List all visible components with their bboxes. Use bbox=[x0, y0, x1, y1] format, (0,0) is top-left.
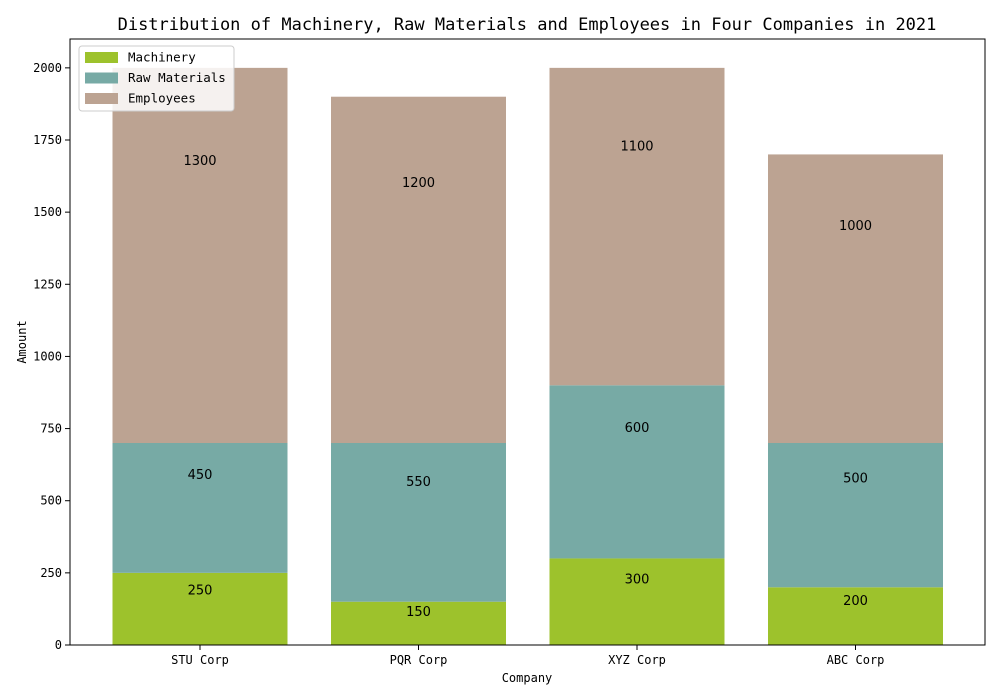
data-label-employees: 1100 bbox=[620, 140, 653, 155]
legend-swatch-employees bbox=[85, 93, 118, 104]
x-tick-label: PQR Corp bbox=[390, 653, 448, 667]
bar-employees bbox=[768, 154, 943, 443]
y-tick-label: 1500 bbox=[33, 205, 62, 219]
data-label-machinery: 200 bbox=[843, 594, 868, 609]
data-label-raw-materials: 550 bbox=[406, 475, 431, 490]
bar-machinery bbox=[112, 572, 288, 645]
y-axis: 0 250 500 750 1000 1250 1500 1750 2000 bbox=[33, 61, 70, 652]
data-labels-layer: 250 450 1300 150 550 1200 300 600 1100 200 500 1000 bbox=[183, 140, 872, 620]
data-label-employees: 1300 bbox=[183, 154, 216, 169]
data-label-raw-materials: 500 bbox=[843, 472, 868, 487]
y-tick-label: 250 bbox=[40, 566, 62, 580]
x-axis: STU Corp PQR Corp XYZ Corp ABC Corp bbox=[171, 645, 884, 667]
data-label-machinery: 150 bbox=[406, 605, 431, 620]
legend-label-machinery: Machinery bbox=[128, 50, 196, 65]
y-tick-label: 1250 bbox=[33, 277, 62, 291]
x-tick-label: XYZ Corp bbox=[608, 653, 666, 667]
bar-employees bbox=[112, 67, 288, 443]
legend-label-raw-materials: Raw Materials bbox=[128, 70, 226, 85]
bar-machinery bbox=[331, 601, 506, 645]
data-label-machinery: 250 bbox=[188, 583, 213, 598]
x-axis-title: Company bbox=[502, 671, 553, 685]
y-axis-title: Amount bbox=[15, 320, 29, 363]
y-tick-label: 750 bbox=[40, 422, 62, 436]
y-tick-label: 1000 bbox=[33, 349, 62, 363]
legend-swatch-raw-materials bbox=[85, 72, 118, 84]
y-tick-label: 0 bbox=[55, 638, 62, 652]
y-tick-label: 2000 bbox=[33, 61, 62, 75]
y-tick-label: 500 bbox=[40, 494, 62, 508]
y-tick-label: 1750 bbox=[33, 133, 62, 147]
bar-machinery bbox=[549, 558, 725, 645]
legend-label-employees: Employees bbox=[128, 91, 196, 106]
bars-layer bbox=[112, 67, 943, 645]
bar-employees bbox=[331, 96, 506, 443]
chart-title: Distribution of Machinery, Raw Materials… bbox=[118, 15, 937, 35]
bar-raw-materials bbox=[331, 443, 506, 602]
plot-frame bbox=[69, 38, 986, 646]
data-label-raw-materials: 600 bbox=[625, 421, 650, 436]
data-label-employees: 1200 bbox=[402, 176, 435, 191]
x-tick-label: STU Corp bbox=[171, 653, 229, 667]
bar-raw-materials bbox=[768, 443, 943, 588]
data-label-raw-materials: 450 bbox=[188, 468, 213, 483]
data-label-employees: 1000 bbox=[839, 219, 872, 234]
bar-raw-materials bbox=[549, 385, 725, 559]
data-label-machinery: 300 bbox=[625, 573, 650, 588]
legend: Machinery Raw Materials Employees bbox=[78, 45, 235, 112]
bar-employees bbox=[549, 67, 725, 386]
bar-raw-materials bbox=[112, 443, 288, 573]
bar-machinery bbox=[768, 587, 943, 645]
legend-swatch-machinery bbox=[85, 52, 118, 63]
x-tick-label: ABC Corp bbox=[827, 653, 885, 667]
